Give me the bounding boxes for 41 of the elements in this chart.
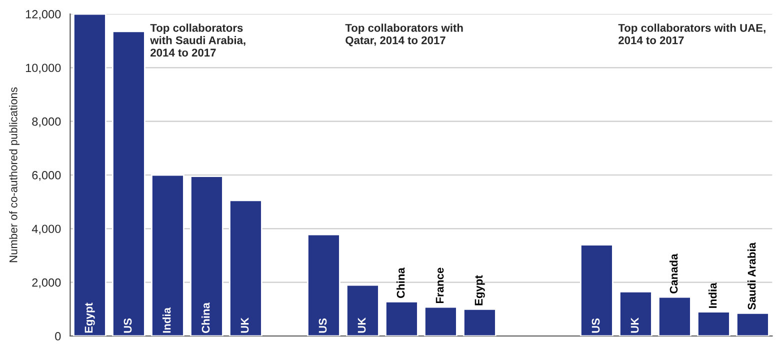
bar [112, 30, 146, 336]
x-tick-label: US [124, 318, 132, 333]
bar [190, 176, 224, 336]
x-tick-label: US [318, 318, 327, 333]
x-tick-label: Egypt [84, 302, 95, 333]
x-tick-label: Egypt [474, 275, 485, 306]
bar [346, 284, 380, 336]
bar [424, 306, 458, 336]
y-tick-label: 8,000 [32, 117, 61, 128]
x-tick-label: UK [358, 317, 366, 333]
annotation: Top collaborators with Saudi Arabia, 2014 to 2017 [150, 24, 246, 57]
y-tick-label: 0 [55, 332, 61, 340]
y-tick-label: 6,000 [32, 171, 61, 181]
x-tick-label: Canada [670, 254, 678, 294]
bar [385, 300, 418, 336]
y-tick-label: 12,000 [26, 10, 61, 20]
bar [736, 312, 770, 336]
bar [619, 291, 652, 336]
x-tick-label: UK [240, 317, 249, 333]
bar [229, 200, 262, 336]
bar [580, 244, 614, 336]
x-tick-label: China [202, 302, 210, 333]
y-tick-label: 2,000 [32, 278, 61, 288]
bar [307, 234, 340, 336]
y-tick-label: 4,000 [32, 224, 61, 234]
y-tick-label: 10,000 [26, 64, 61, 74]
bar [658, 296, 692, 336]
annotation: Top collaborators with Qatar, 2014 to 2017 [345, 24, 463, 46]
x-tick-label: India [162, 307, 171, 333]
annotation: Top collaborators with UAE, 2014 to 2017 [618, 24, 766, 44]
x-tick-label: China [396, 268, 405, 298]
bar [151, 174, 184, 336]
bar [73, 14, 106, 336]
x-tick-label: Saudi Arabia [748, 242, 756, 310]
x-tick-label: UK [630, 317, 639, 333]
y-axis-title: Number of co-authored publications [9, 87, 20, 262]
x-tick-label: US [592, 318, 600, 333]
bar [463, 308, 496, 336]
bar [697, 311, 730, 336]
x-tick-label: India [708, 282, 717, 308]
x-tick-label: France [436, 268, 444, 304]
